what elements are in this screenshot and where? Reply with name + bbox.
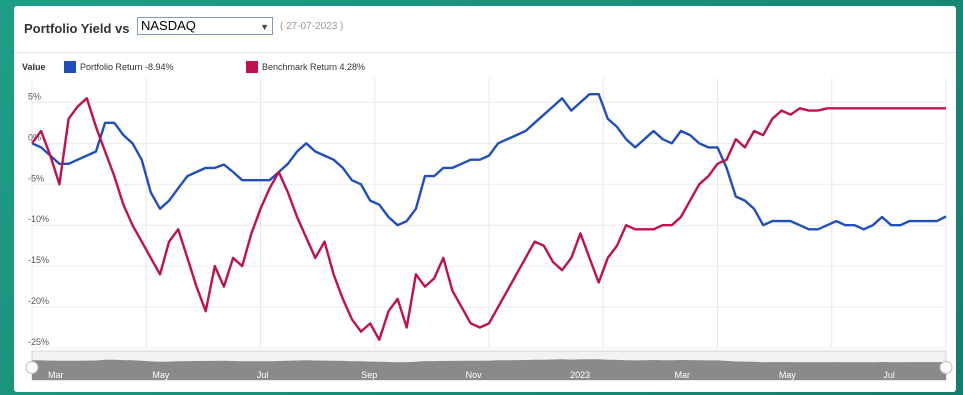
navigator-label: May [152,370,170,380]
y-tick-label: 0% [28,132,41,142]
navigator-label: 2023 [570,370,590,380]
y-tick-label: -25% [28,337,49,347]
navigator-label: Mar [675,370,691,380]
navigator-label: Jul [257,370,269,380]
series-line-benchmark [31,97,946,341]
navigator-label: Jul [883,370,895,380]
legend-swatch-portfolio[interactable] [64,61,76,73]
chevron-down-icon: ▼ [260,22,269,32]
chart-card: Portfolio Yield vs NASDAQ ▼ ( 27-07-2023… [14,6,956,392]
chart-header: Portfolio Yield vs NASDAQ ▼ ( 27-07-2023… [14,6,956,53]
y-tick-label: -5% [28,173,44,183]
navigator-label: Nov [466,370,483,380]
y-tick-label: -10% [28,214,49,224]
date-label: ( 27-07-2023 ) [280,21,344,32]
navigator-handle-right[interactable] [939,361,953,374]
series-line-portfolio [31,92,947,231]
navigator-label: Mar [48,370,64,380]
legend: Value Portfolio Return -8.94% Benchmark … [14,60,956,76]
line-chart: 5% 0% -5% -10% -15% -20% -25% Mar May Jul Sep Nov 20… [25,78,953,381]
legend-item-portfolio[interactable]: Portfolio Return -8.94% [80,62,174,72]
legend-value-label: Value [22,62,46,72]
benchmark-select-value: NASDAQ [141,18,196,33]
navigator-area [32,359,946,380]
y-tick-label: -20% [28,296,49,306]
navigator-label: May [779,370,797,380]
benchmark-select[interactable]: NASDAQ ▼ [137,17,273,35]
legend-swatch-benchmark[interactable] [246,61,258,73]
y-tick-label: -15% [28,255,49,265]
navigator-handle-left[interactable] [25,361,39,374]
page-title: Portfolio Yield vs [24,21,130,36]
legend-item-benchmark[interactable]: Benchmark Return 4.28% [262,62,366,72]
y-tick-label: 5% [28,91,41,101]
navigator-label: Sep [361,370,377,380]
